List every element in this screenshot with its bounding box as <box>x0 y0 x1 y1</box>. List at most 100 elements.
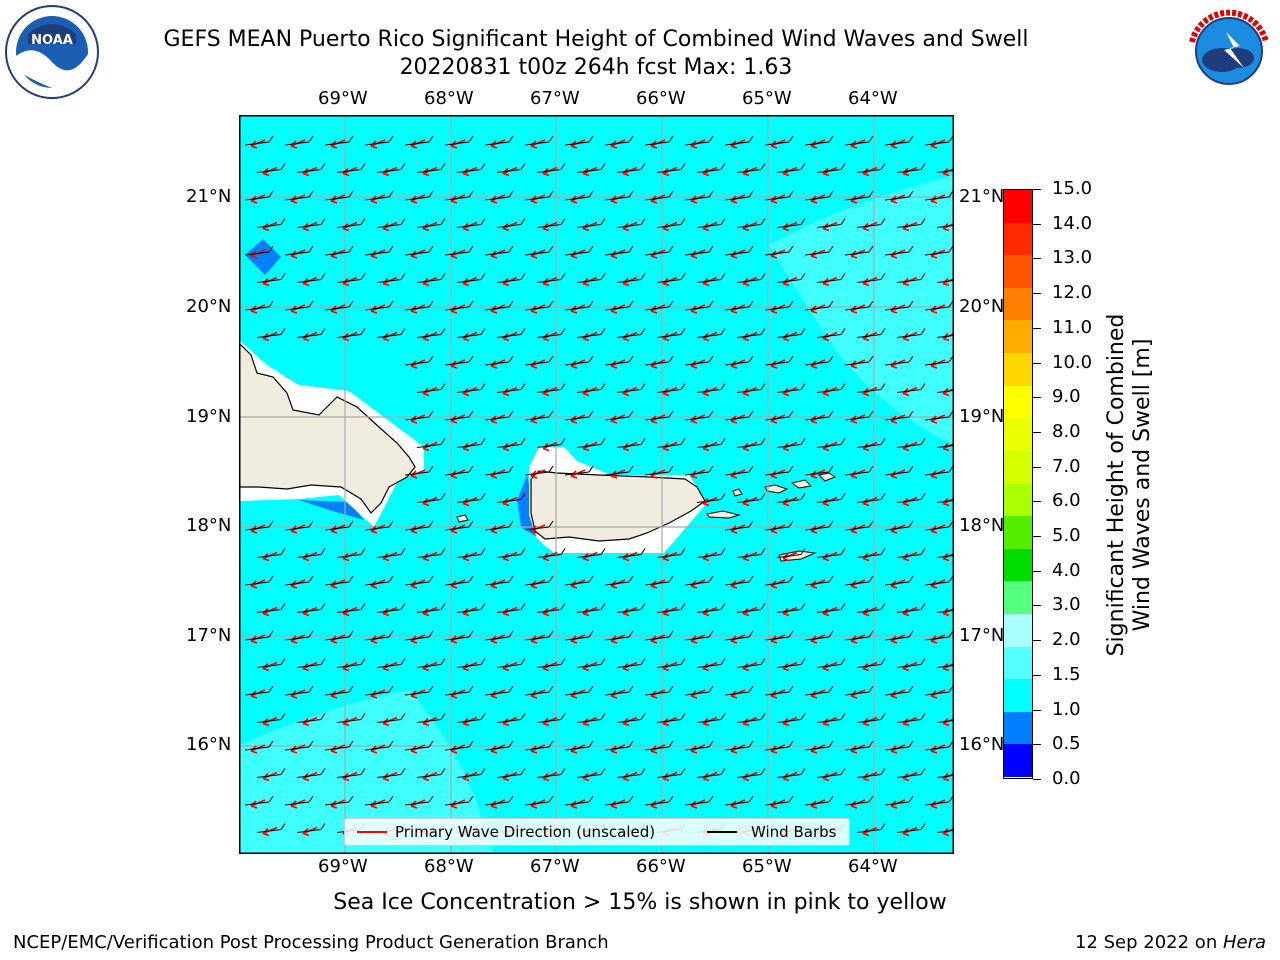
wind-barb <box>244 630 274 641</box>
lon-label-bottom-64: 64°W <box>848 856 898 877</box>
colorbar-tick-label: 0.5 <box>1052 733 1081 755</box>
wind-barb <box>776 438 806 449</box>
wind-barb <box>856 603 886 614</box>
sea-ice-note: Sea Ice Concentration > 15% is shown in … <box>333 890 947 915</box>
wind-barb <box>936 499 954 504</box>
wind-barb <box>724 300 754 311</box>
wind-barb <box>816 603 846 614</box>
wind-barb <box>764 465 794 476</box>
wind-barb <box>376 548 406 559</box>
chart-subtitle: 20220831 t00z 264h fcst Max: 1.63 <box>399 55 793 80</box>
wind-barb <box>656 658 686 669</box>
wind-barb <box>936 554 954 559</box>
wind-barb <box>456 658 486 669</box>
wind-barb <box>924 355 954 366</box>
wind-barb <box>256 163 286 174</box>
map-frame <box>239 115 954 854</box>
wind-barb <box>924 135 954 146</box>
lon-label-bottom-68: 68°W <box>424 856 474 877</box>
wind-barb <box>736 658 766 669</box>
lat-label-right-17: 17°N <box>959 625 1005 646</box>
wind-barb <box>456 163 486 174</box>
wind-barb <box>564 740 594 751</box>
lon-label-bottom-67: 67°W <box>530 856 580 877</box>
colorbar-tick-mark <box>1033 327 1041 329</box>
colorbar-segment <box>1004 613 1032 648</box>
wind-barb <box>604 410 634 421</box>
wind-barb <box>804 300 834 311</box>
wind-barb <box>404 685 434 696</box>
wind-barb <box>724 630 754 641</box>
wind-barb <box>736 218 766 229</box>
wind-barb <box>816 328 846 339</box>
wind-barb <box>296 328 326 339</box>
wind-barb <box>764 630 794 641</box>
wind-barb <box>724 465 754 476</box>
wind-barb <box>724 410 754 421</box>
wind-barb <box>884 135 914 146</box>
wind-barb <box>364 300 394 311</box>
wind-barb <box>296 548 326 559</box>
wind-barb <box>724 355 754 366</box>
map-legend: Primary Wave Direction (unscaled) Wind B… <box>344 818 850 846</box>
wind-barb <box>616 658 646 669</box>
wind-barb <box>804 685 834 696</box>
wind-barb <box>564 300 594 311</box>
wind-barb <box>484 795 514 806</box>
wind-barb <box>284 630 314 641</box>
wind-barb <box>296 713 326 724</box>
lat-label-right-20: 20°N <box>959 296 1005 317</box>
wind-barb <box>856 218 886 229</box>
wind-barb <box>936 444 954 449</box>
wind-barb <box>444 795 474 806</box>
wind-barb <box>844 300 874 311</box>
wind-barb <box>896 768 926 779</box>
wind-barb <box>524 630 554 641</box>
wind-barb <box>484 410 514 421</box>
wind-barb <box>524 795 554 806</box>
colorbar-tick-label: 15.0 <box>1052 178 1093 199</box>
wind-barb <box>884 355 914 366</box>
wind-barb <box>404 300 434 311</box>
wind-barb <box>844 575 874 586</box>
wind-barb <box>616 218 646 229</box>
wind-barb <box>364 575 394 586</box>
wind-barb <box>256 823 286 834</box>
wind-barb <box>844 740 874 751</box>
wind-barb <box>484 245 514 256</box>
colorbar-tick-mark <box>1033 362 1041 364</box>
wind-barb <box>444 245 474 256</box>
wind-barb <box>736 273 766 284</box>
wind-barb <box>604 465 634 476</box>
wave-height-map <box>239 115 954 854</box>
wind-barb <box>696 438 726 449</box>
wind-barb <box>404 410 434 421</box>
island-virgin-1 <box>764 484 789 494</box>
wind-barb <box>284 685 314 696</box>
wind-barb <box>644 300 674 311</box>
wind-barb <box>856 383 886 394</box>
wind-barb <box>776 713 806 724</box>
wind-barb <box>896 493 926 504</box>
wind-barb <box>244 740 274 751</box>
wind-barb <box>936 389 954 394</box>
wind-barb <box>644 795 674 806</box>
wind-barb <box>336 658 366 669</box>
wind-barb <box>684 135 714 146</box>
wind-barb <box>604 795 634 806</box>
wind-barb <box>604 740 634 751</box>
wind-barb <box>564 465 594 476</box>
colorbar-tick-label: 14.0 <box>1052 212 1093 234</box>
wind-barb <box>724 795 754 806</box>
wind-barb <box>656 383 686 394</box>
wind-barb <box>576 273 606 284</box>
lon-label-top-67: 67°W <box>530 88 580 109</box>
wave-direction-legend-line <box>357 831 387 833</box>
wind-barb <box>816 218 846 229</box>
colorbar-tick-label: 0.0 <box>1052 768 1081 789</box>
wind-barb <box>884 630 914 641</box>
wind-barb <box>564 795 594 806</box>
wind-barb <box>324 300 354 311</box>
wind-barb <box>536 328 566 339</box>
wind-barb <box>936 719 954 724</box>
